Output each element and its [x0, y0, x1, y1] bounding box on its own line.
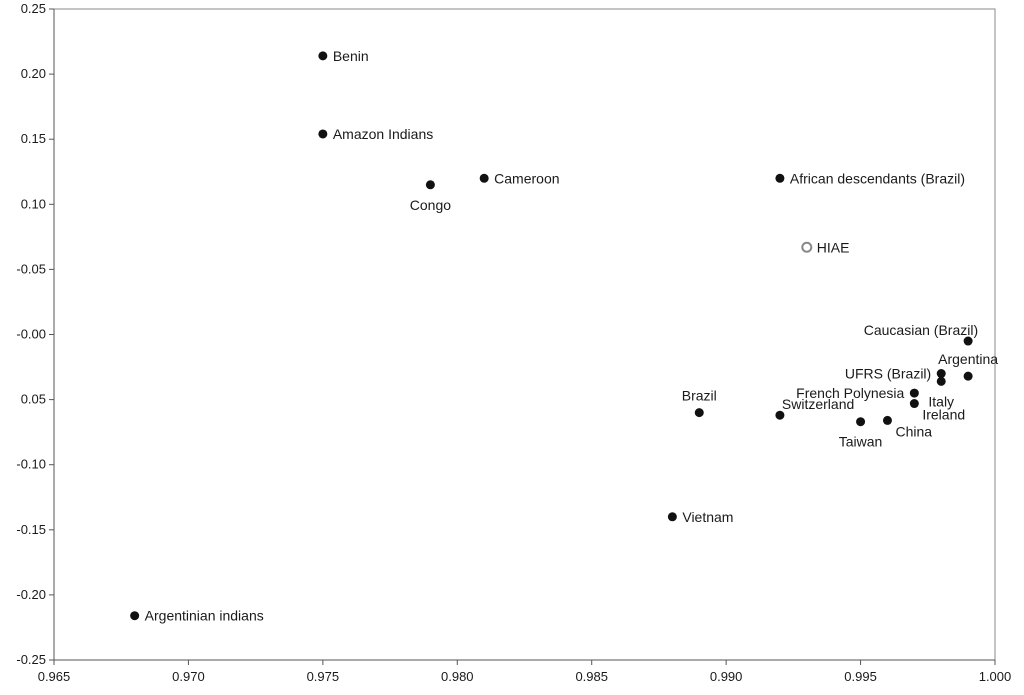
data-points: Benin Amazon Indians Congo Cameroon African … [130, 48, 998, 624]
scatter-point [425, 180, 435, 190]
scatter-point [318, 129, 328, 139]
axis-ticks: 0.25 0.20 0.15 0.10 -0.05 -0.00 0.05 -0.10 -0.15… [16, 1, 1011, 684]
y-tick-label: -0.15 [16, 522, 46, 537]
y-tick-label: -0.00 [16, 327, 46, 342]
x-tick-label: 1.000 [979, 669, 1012, 684]
plot-frame [53, 8, 996, 661]
y-tick-label: 0.20 [21, 66, 46, 81]
point-label: African descendants (Brazil) [790, 170, 965, 186]
x-tick-label: 0.990 [710, 669, 743, 684]
point-label: Amazon Indians [333, 126, 433, 142]
y-tick-label: -0.25 [16, 652, 46, 667]
x-tick-label: 0.970 [172, 669, 205, 684]
y-tick-label: 0.25 [21, 1, 46, 16]
plot-border [53, 8, 996, 661]
point-label: Ireland [922, 407, 965, 423]
x-tick-label: 0.975 [307, 669, 340, 684]
scatter-point [479, 173, 489, 183]
x-tick-label: 0.965 [38, 669, 71, 684]
scatter-point [909, 388, 919, 398]
x-tick-label: 0.995 [844, 669, 877, 684]
point-label: Switzerland [782, 396, 854, 412]
y-tick-label: 0.05 [21, 392, 46, 407]
point-label: Argentinian indians [145, 608, 264, 624]
point-label: Congo [410, 197, 451, 213]
scatter-point [856, 417, 866, 427]
scatter-point [801, 241, 813, 253]
scatter-point [882, 415, 892, 425]
scatter-point [694, 408, 704, 418]
scatter-point [936, 369, 946, 379]
point-label: Brazil [682, 388, 717, 404]
point-label: Taiwan [839, 434, 883, 450]
scatter-point [936, 376, 946, 386]
point-label: Benin [333, 48, 369, 64]
x-tick-label: 0.980 [441, 669, 474, 684]
scatter-point [963, 336, 973, 346]
scatter-point [775, 173, 785, 183]
point-label: Vietnam [682, 509, 733, 525]
point-label: HIAE [817, 239, 850, 255]
y-tick-label: -0.20 [16, 587, 46, 602]
scatter-point [909, 399, 919, 409]
scatter-point [130, 611, 140, 621]
point-label: Caucasian (Brazil) [864, 322, 978, 338]
y-tick-label: 0.15 [21, 131, 46, 146]
point-label: Cameroon [494, 170, 559, 186]
point-label: Argentina [938, 351, 998, 367]
y-tick-label: -0.10 [16, 457, 46, 472]
y-tick-label: 0.10 [21, 196, 46, 211]
scatter-point [775, 410, 785, 420]
scatter-point [963, 371, 973, 381]
scatter-point [667, 512, 677, 522]
x-tick-label: 0.985 [575, 669, 608, 684]
point-label: UFRS (Brazil) [845, 366, 931, 382]
point-label: Italy [928, 393, 954, 409]
point-label: China [895, 423, 932, 439]
y-tick-label: -0.05 [16, 261, 46, 276]
scatter-point [318, 51, 328, 61]
point-label: French Polynesia [796, 385, 904, 401]
